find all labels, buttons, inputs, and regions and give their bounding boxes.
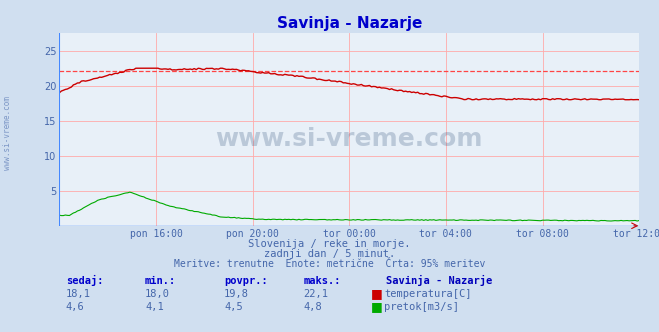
Text: Slovenija / reke in morje.: Slovenija / reke in morje. [248, 239, 411, 249]
Text: pretok[m3/s]: pretok[m3/s] [384, 302, 459, 312]
Text: sedaj:: sedaj: [66, 275, 103, 286]
Text: www.si-vreme.com: www.si-vreme.com [3, 96, 13, 170]
Text: Meritve: trenutne  Enote: metrične  Črta: 95% meritev: Meritve: trenutne Enote: metrične Črta: … [174, 259, 485, 269]
Text: 18,0: 18,0 [145, 289, 170, 299]
Text: 4,6: 4,6 [66, 302, 84, 312]
Text: ■: ■ [371, 300, 383, 313]
Text: zadnji dan / 5 minut.: zadnji dan / 5 minut. [264, 249, 395, 259]
Text: maks.:: maks.: [303, 276, 341, 286]
Text: min.:: min.: [145, 276, 176, 286]
Text: 19,8: 19,8 [224, 289, 249, 299]
Text: Savinja - Nazarje: Savinja - Nazarje [386, 275, 492, 286]
Text: 4,5: 4,5 [224, 302, 243, 312]
Text: temperatura[C]: temperatura[C] [384, 289, 472, 299]
Text: 4,8: 4,8 [303, 302, 322, 312]
Text: 22,1: 22,1 [303, 289, 328, 299]
Title: Savinja - Nazarje: Savinja - Nazarje [277, 16, 422, 31]
Text: 18,1: 18,1 [66, 289, 91, 299]
Text: ■: ■ [371, 287, 383, 300]
Text: povpr.:: povpr.: [224, 276, 268, 286]
Text: www.si-vreme.com: www.si-vreme.com [215, 127, 483, 151]
Text: 4,1: 4,1 [145, 302, 163, 312]
